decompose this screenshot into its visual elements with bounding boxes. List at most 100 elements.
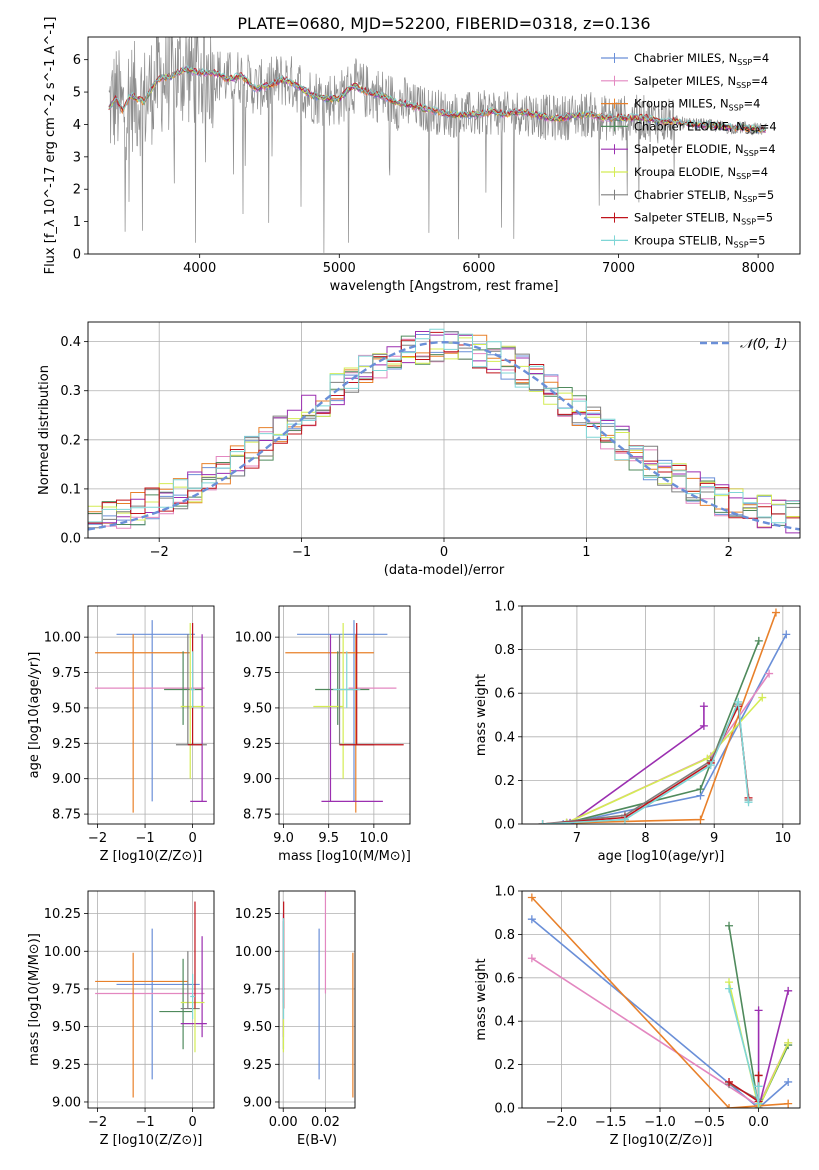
- errorbar-point: [116, 620, 195, 802]
- errorbar-point: [180, 936, 207, 1038]
- y-tick-label: 8.75: [243, 808, 272, 823]
- weight-line-kroupa-miles: [531, 896, 789, 1108]
- x-tick-label: 9: [710, 831, 718, 846]
- errorbar-point: [95, 634, 191, 813]
- axes-frame: [521, 890, 801, 1109]
- y-tick-label: 1: [73, 215, 81, 230]
- weight-marker: [784, 1099, 793, 1108]
- errorbar-point: [116, 928, 200, 1080]
- x-tick-label: −2: [150, 545, 169, 560]
- y-tick-label: 9.50: [243, 1020, 272, 1035]
- legend-entry: Chabrier ELODIE, NSSP=4: [634, 119, 777, 135]
- plot-area-mass-vs-EBV: [282, 891, 354, 1098]
- errorbar-point: [180, 951, 200, 1010]
- x-tick-label: 7000: [602, 261, 635, 276]
- axes-age-vs-mass: 9.0 9.5 10.0 8.75 9.00 9.25 9.50 9.75 10.00 mass …: [235, 605, 411, 864]
- y-tick-label: 9.25: [52, 1058, 81, 1073]
- figure-title: PLATE=0680, MJD=52200, FIBERID=0318, z=0…: [237, 14, 650, 33]
- x-tick-label: 8000: [742, 261, 775, 276]
- legend: Chabrier MILES, NSSP=4 Salpeter MILES, NS…: [601, 51, 777, 249]
- errorbar-point: [285, 634, 374, 813]
- y-tick-label: 0.0: [494, 818, 515, 833]
- x-tick-label: 1: [582, 545, 590, 560]
- plot-area-age-vs-Z: [95, 620, 207, 813]
- x-tick-label: −1: [292, 545, 311, 560]
- axes-weight-vs-Z: −2.0 −1.5 −1.0 −0.5 0.0 0.0 0.2 0.4 0.6 0.8 1.0 Z […: [474, 885, 801, 1148]
- x-tick-label: 0: [188, 1115, 196, 1130]
- errorbar-point: [313, 622, 344, 779]
- x-axis-label: Z [log10(Z/Z⊙)]: [610, 1133, 713, 1148]
- legend: 𝒩(0, 1): [700, 337, 787, 352]
- weight-marker: [696, 815, 705, 824]
- x-tick-label: 2: [725, 545, 733, 560]
- y-tick-label: 9.25: [243, 737, 272, 752]
- x-tick-label: −2: [88, 831, 107, 846]
- y-tick-label: 0.6: [494, 971, 515, 986]
- weight-marker: [538, 820, 547, 824]
- x-axis-label: Z [log10(Z/Z⊙)]: [100, 849, 203, 864]
- y-tick-label: 9.75: [52, 982, 81, 997]
- weight-marker: [784, 1038, 793, 1047]
- errorbar-point: [333, 651, 361, 708]
- axes-residuals: −2 −1 0 1 2 0.0 0.1 0.2 0.3 0.4 (data-model)/error…: [37, 321, 801, 578]
- plot-area-residuals: [88, 328, 800, 534]
- x-tick-label: −2: [88, 1115, 107, 1130]
- errorbar-point: [321, 634, 383, 802]
- y-tick-label: 0.0: [494, 1102, 515, 1117]
- x-tick-label: 6000: [462, 261, 495, 276]
- model-line-kroupa-stelib: [108, 64, 767, 132]
- plot-area-weight-vs-Z: [527, 893, 793, 1108]
- y-tick-label: 0.2: [494, 1058, 515, 1073]
- y-tick-label: 9.50: [243, 701, 272, 716]
- axes-frame: [521, 605, 801, 825]
- legend-entry: Kroupa STELIB, NSSP=5: [634, 233, 765, 249]
- y-axis-label: mass [log10(M/M⊙)]: [27, 933, 42, 1066]
- y-axis-label: mass weight: [474, 674, 489, 756]
- x-tick-label: −1: [135, 831, 154, 846]
- errorbar-point: [297, 620, 388, 802]
- y-tick-label: 10.00: [235, 631, 272, 646]
- weight-marker: [725, 1077, 734, 1086]
- weight-marker: [771, 608, 780, 617]
- x-axis-label: (data-model)/error: [384, 563, 505, 578]
- axes-age-vs-Z: −2 −1 0 8.75 9.00 9.25 9.50 9.75 10.00 Z [log10(Z…: [27, 605, 215, 864]
- y-tick-label: 9.00: [52, 772, 81, 787]
- axes-mass-vs-EBV: 0.00 0.02 9.00 9.25 9.50 9.75 10.00 10.25 E(B-V): [235, 890, 356, 1148]
- x-tick-label: 0: [188, 831, 196, 846]
- errorbar-point: [159, 958, 193, 1050]
- y-tick-label: 0.2: [494, 774, 515, 789]
- plot-area-spectrum: [108, 37, 767, 253]
- y-tick-label: 0.8: [494, 928, 515, 943]
- y-tick-label: 6: [73, 53, 81, 68]
- y-tick-label: 9.00: [243, 772, 272, 787]
- y-axis-label: Normed distribution: [37, 365, 52, 495]
- weight-marker: [725, 1104, 734, 1108]
- y-tick-label: 9.00: [52, 1095, 81, 1110]
- legend-entry: Kroupa ELODIE, NSSP=4: [634, 165, 768, 181]
- y-tick-label: 0.6: [494, 687, 515, 702]
- x-tick-label: 10: [775, 831, 792, 846]
- weight-marker: [620, 815, 629, 824]
- y-tick-label: 0.0: [60, 532, 81, 547]
- x-axis-label: E(B-V): [297, 1133, 337, 1148]
- y-tick-label: 9.25: [52, 737, 81, 752]
- y-tick-label: 9.50: [52, 701, 81, 716]
- y-tick-label: 0.4: [494, 1015, 515, 1030]
- x-tick-label: 9.5: [318, 831, 339, 846]
- axes-weight-vs-age: 7 8 9 10 0.0 0.2 0.4 0.6 0.8 1.0 age [log10(age/yr…: [474, 600, 801, 864]
- y-tick-label: 0: [73, 248, 81, 263]
- y-tick-label: 0.3: [60, 384, 81, 399]
- histogram-step-kroupa-stelib: [88, 328, 800, 524]
- weight-marker: [754, 636, 763, 645]
- y-tick-label: 3: [73, 150, 81, 165]
- y-tick-label: 0.4: [494, 730, 515, 745]
- y-tick-label: 5: [73, 86, 81, 101]
- weight-marker: [699, 721, 708, 730]
- y-axis-label: Flux [f_λ 10^-17 erg cm^-2 s^-1 A^-1]: [43, 17, 58, 275]
- x-tick-label: 10.0: [359, 831, 388, 846]
- y-tick-label: 0.2: [60, 433, 81, 448]
- weight-marker: [754, 1071, 763, 1080]
- weight-line-salpeter-elodie: [757, 990, 789, 1108]
- x-axis-label: mass [log10(M/M⊙)]: [278, 849, 411, 864]
